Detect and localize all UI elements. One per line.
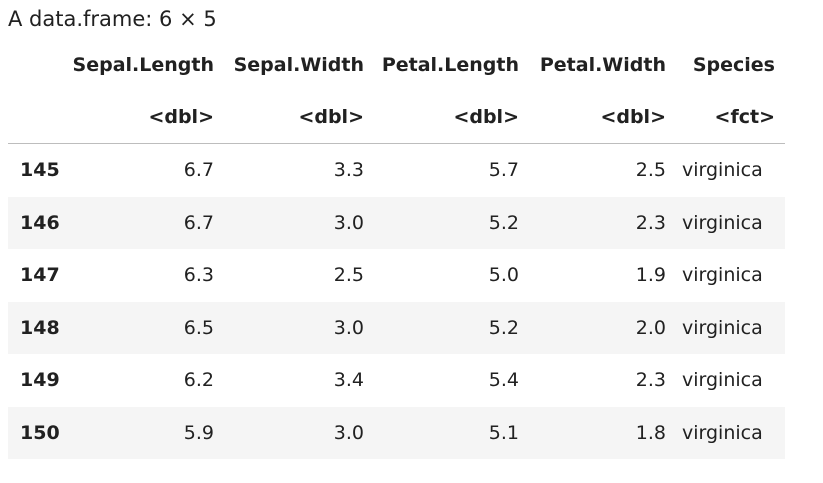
index-header-blank xyxy=(8,39,72,91)
table-cell: 6.5 xyxy=(183,316,214,339)
row-index: 146 xyxy=(20,211,60,234)
table-cell: 2.5 xyxy=(635,159,666,182)
table-cell: 5.2 xyxy=(488,211,519,234)
column-types-row: <dbl> <dbl> <dbl> <dbl> <fct> xyxy=(8,91,785,144)
row-index: 150 xyxy=(20,421,60,444)
table-row: 150 5.9 3.0 5.1 1.8 virginica xyxy=(8,406,785,459)
table-cell: 5.9 xyxy=(183,421,214,444)
column-header: Petal.Width xyxy=(539,54,666,76)
table-cell: 2.5 xyxy=(333,264,364,287)
table-cell: 3.0 xyxy=(333,316,364,339)
table-cell: 3.3 xyxy=(333,159,364,182)
table-row: 147 6.3 2.5 5.0 1.9 virginica xyxy=(8,249,785,302)
column-type: <dbl> xyxy=(374,91,529,144)
column-type: <dbl> xyxy=(529,91,676,144)
table-cell: virginica xyxy=(682,211,763,234)
row-index: 147 xyxy=(20,264,60,287)
column-header: Petal.Length xyxy=(381,54,519,76)
table-cell: 1.8 xyxy=(635,421,666,444)
column-type: <dbl> xyxy=(224,91,374,144)
row-index: 149 xyxy=(20,369,60,392)
table-cell: virginica xyxy=(682,421,763,444)
table-row: 146 6.7 3.0 5.2 2.3 virginica xyxy=(8,196,785,249)
table-cell: 5.2 xyxy=(488,316,519,339)
table-cell: 6.2 xyxy=(183,369,214,392)
table-cell: 2.3 xyxy=(635,369,666,392)
column-names-row: Sepal.Length Sepal.Width Petal.Length Pe… xyxy=(8,39,785,91)
table-cell: virginica xyxy=(682,369,763,392)
table-cell: 3.4 xyxy=(333,369,364,392)
table-cell: virginica xyxy=(682,316,763,339)
table-caption: A data.frame: 6 × 5 xyxy=(8,7,217,31)
table-cell: 2.0 xyxy=(635,316,666,339)
table-row: 149 6.2 3.4 5.4 2.3 virginica xyxy=(8,354,785,407)
column-header: Sepal.Width xyxy=(233,54,364,76)
index-type-blank xyxy=(8,91,72,144)
table-header: Sepal.Length Sepal.Width Petal.Length Pe… xyxy=(8,39,785,144)
table-cell: 3.0 xyxy=(333,211,364,234)
table-row: 145 6.7 3.3 5.7 2.5 virginica xyxy=(8,144,785,197)
table-cell: 5.7 xyxy=(488,159,519,182)
table-cell: virginica xyxy=(682,159,763,182)
table-cell: 5.4 xyxy=(488,369,519,392)
table-cell: 3.0 xyxy=(333,421,364,444)
data-frame-table: Sepal.Length Sepal.Width Petal.Length Pe… xyxy=(8,39,785,459)
row-index: 148 xyxy=(20,316,60,339)
table-cell: 6.3 xyxy=(183,264,214,287)
table-cell: 2.3 xyxy=(635,211,666,234)
table-cell: 5.1 xyxy=(488,421,519,444)
column-header: Sepal.Length xyxy=(72,54,214,76)
table-cell: 6.7 xyxy=(183,159,214,182)
table-cell: 5.0 xyxy=(488,264,519,287)
table-body: 145 6.7 3.3 5.7 2.5 virginica 146 6.7 3.… xyxy=(8,144,785,459)
table-cell: virginica xyxy=(682,264,763,287)
column-type: <fct> xyxy=(676,91,785,144)
row-index: 145 xyxy=(20,159,60,182)
table-cell: 1.9 xyxy=(635,264,666,287)
table-cell: 6.7 xyxy=(183,211,214,234)
column-header: Species xyxy=(692,54,775,76)
column-type: <dbl> xyxy=(72,91,224,144)
table-row: 148 6.5 3.0 5.2 2.0 virginica xyxy=(8,301,785,354)
